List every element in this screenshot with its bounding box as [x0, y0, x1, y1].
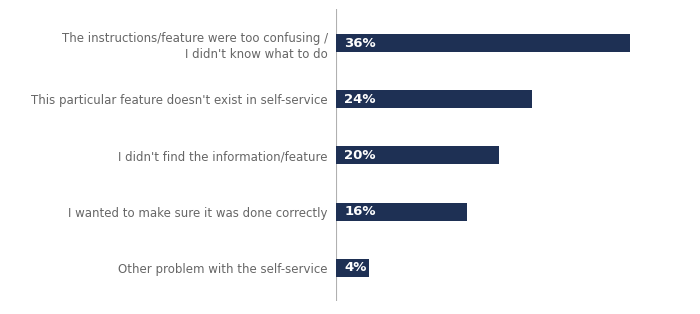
Bar	[336, 203, 467, 220]
Text: 4%: 4%	[344, 261, 367, 274]
Bar	[336, 90, 532, 108]
Bar	[336, 34, 630, 52]
Bar	[336, 146, 499, 165]
Text: 16%: 16%	[344, 205, 376, 218]
Text: 20%: 20%	[344, 149, 376, 162]
Text: 24%: 24%	[344, 93, 376, 106]
Text: 36%: 36%	[344, 37, 376, 50]
Bar	[336, 259, 369, 277]
